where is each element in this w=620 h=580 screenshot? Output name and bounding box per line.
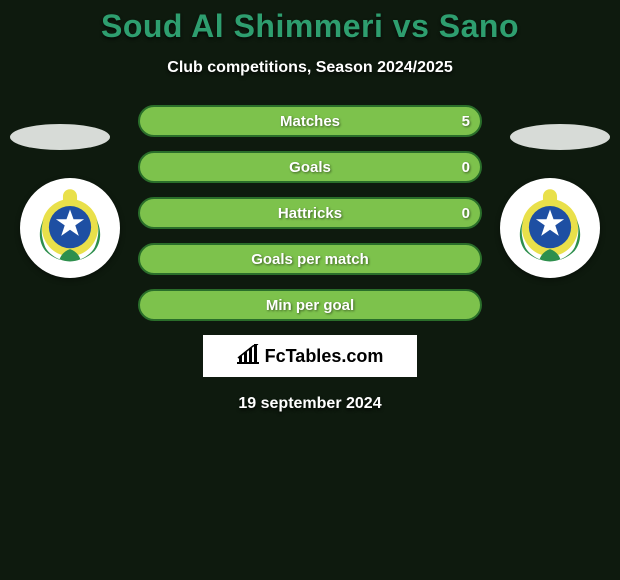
stat-label: Goals per match [251, 251, 369, 268]
stat-row: Matches 5 [138, 105, 482, 137]
club-badge-right [500, 178, 600, 278]
brand-box: FcTables.com [203, 335, 417, 377]
player-shadow-left [10, 124, 110, 150]
club-badge-left [20, 178, 120, 278]
brand-label: FcTables.com [265, 346, 384, 367]
comparison-infographic: Soud Al Shimmeri vs Sano Club competitio… [0, 0, 620, 580]
stat-row: Goals per match [138, 243, 482, 275]
stat-label: Goals [289, 159, 331, 176]
stat-label: Min per goal [266, 297, 354, 314]
player-shadow-right [510, 124, 610, 150]
club-crest-icon [26, 184, 114, 272]
stat-label: Hattricks [278, 205, 342, 222]
stat-row: Hattricks 0 [138, 197, 482, 229]
stat-row: Min per goal [138, 289, 482, 321]
stat-right-value: 0 [462, 159, 470, 176]
stat-label: Matches [280, 113, 340, 130]
date-label: 19 september 2024 [0, 395, 620, 413]
page-title: Soud Al Shimmeri vs Sano [0, 0, 620, 45]
brand-chart-icon [237, 344, 259, 369]
subtitle: Club competitions, Season 2024/2025 [0, 59, 620, 77]
stats-list: Matches 5 Goals 0 Hattricks 0 Goals per … [138, 105, 482, 321]
stat-right-value: 5 [462, 113, 470, 130]
stat-right-value: 0 [462, 205, 470, 222]
club-crest-icon [506, 184, 594, 272]
stat-row: Goals 0 [138, 151, 482, 183]
